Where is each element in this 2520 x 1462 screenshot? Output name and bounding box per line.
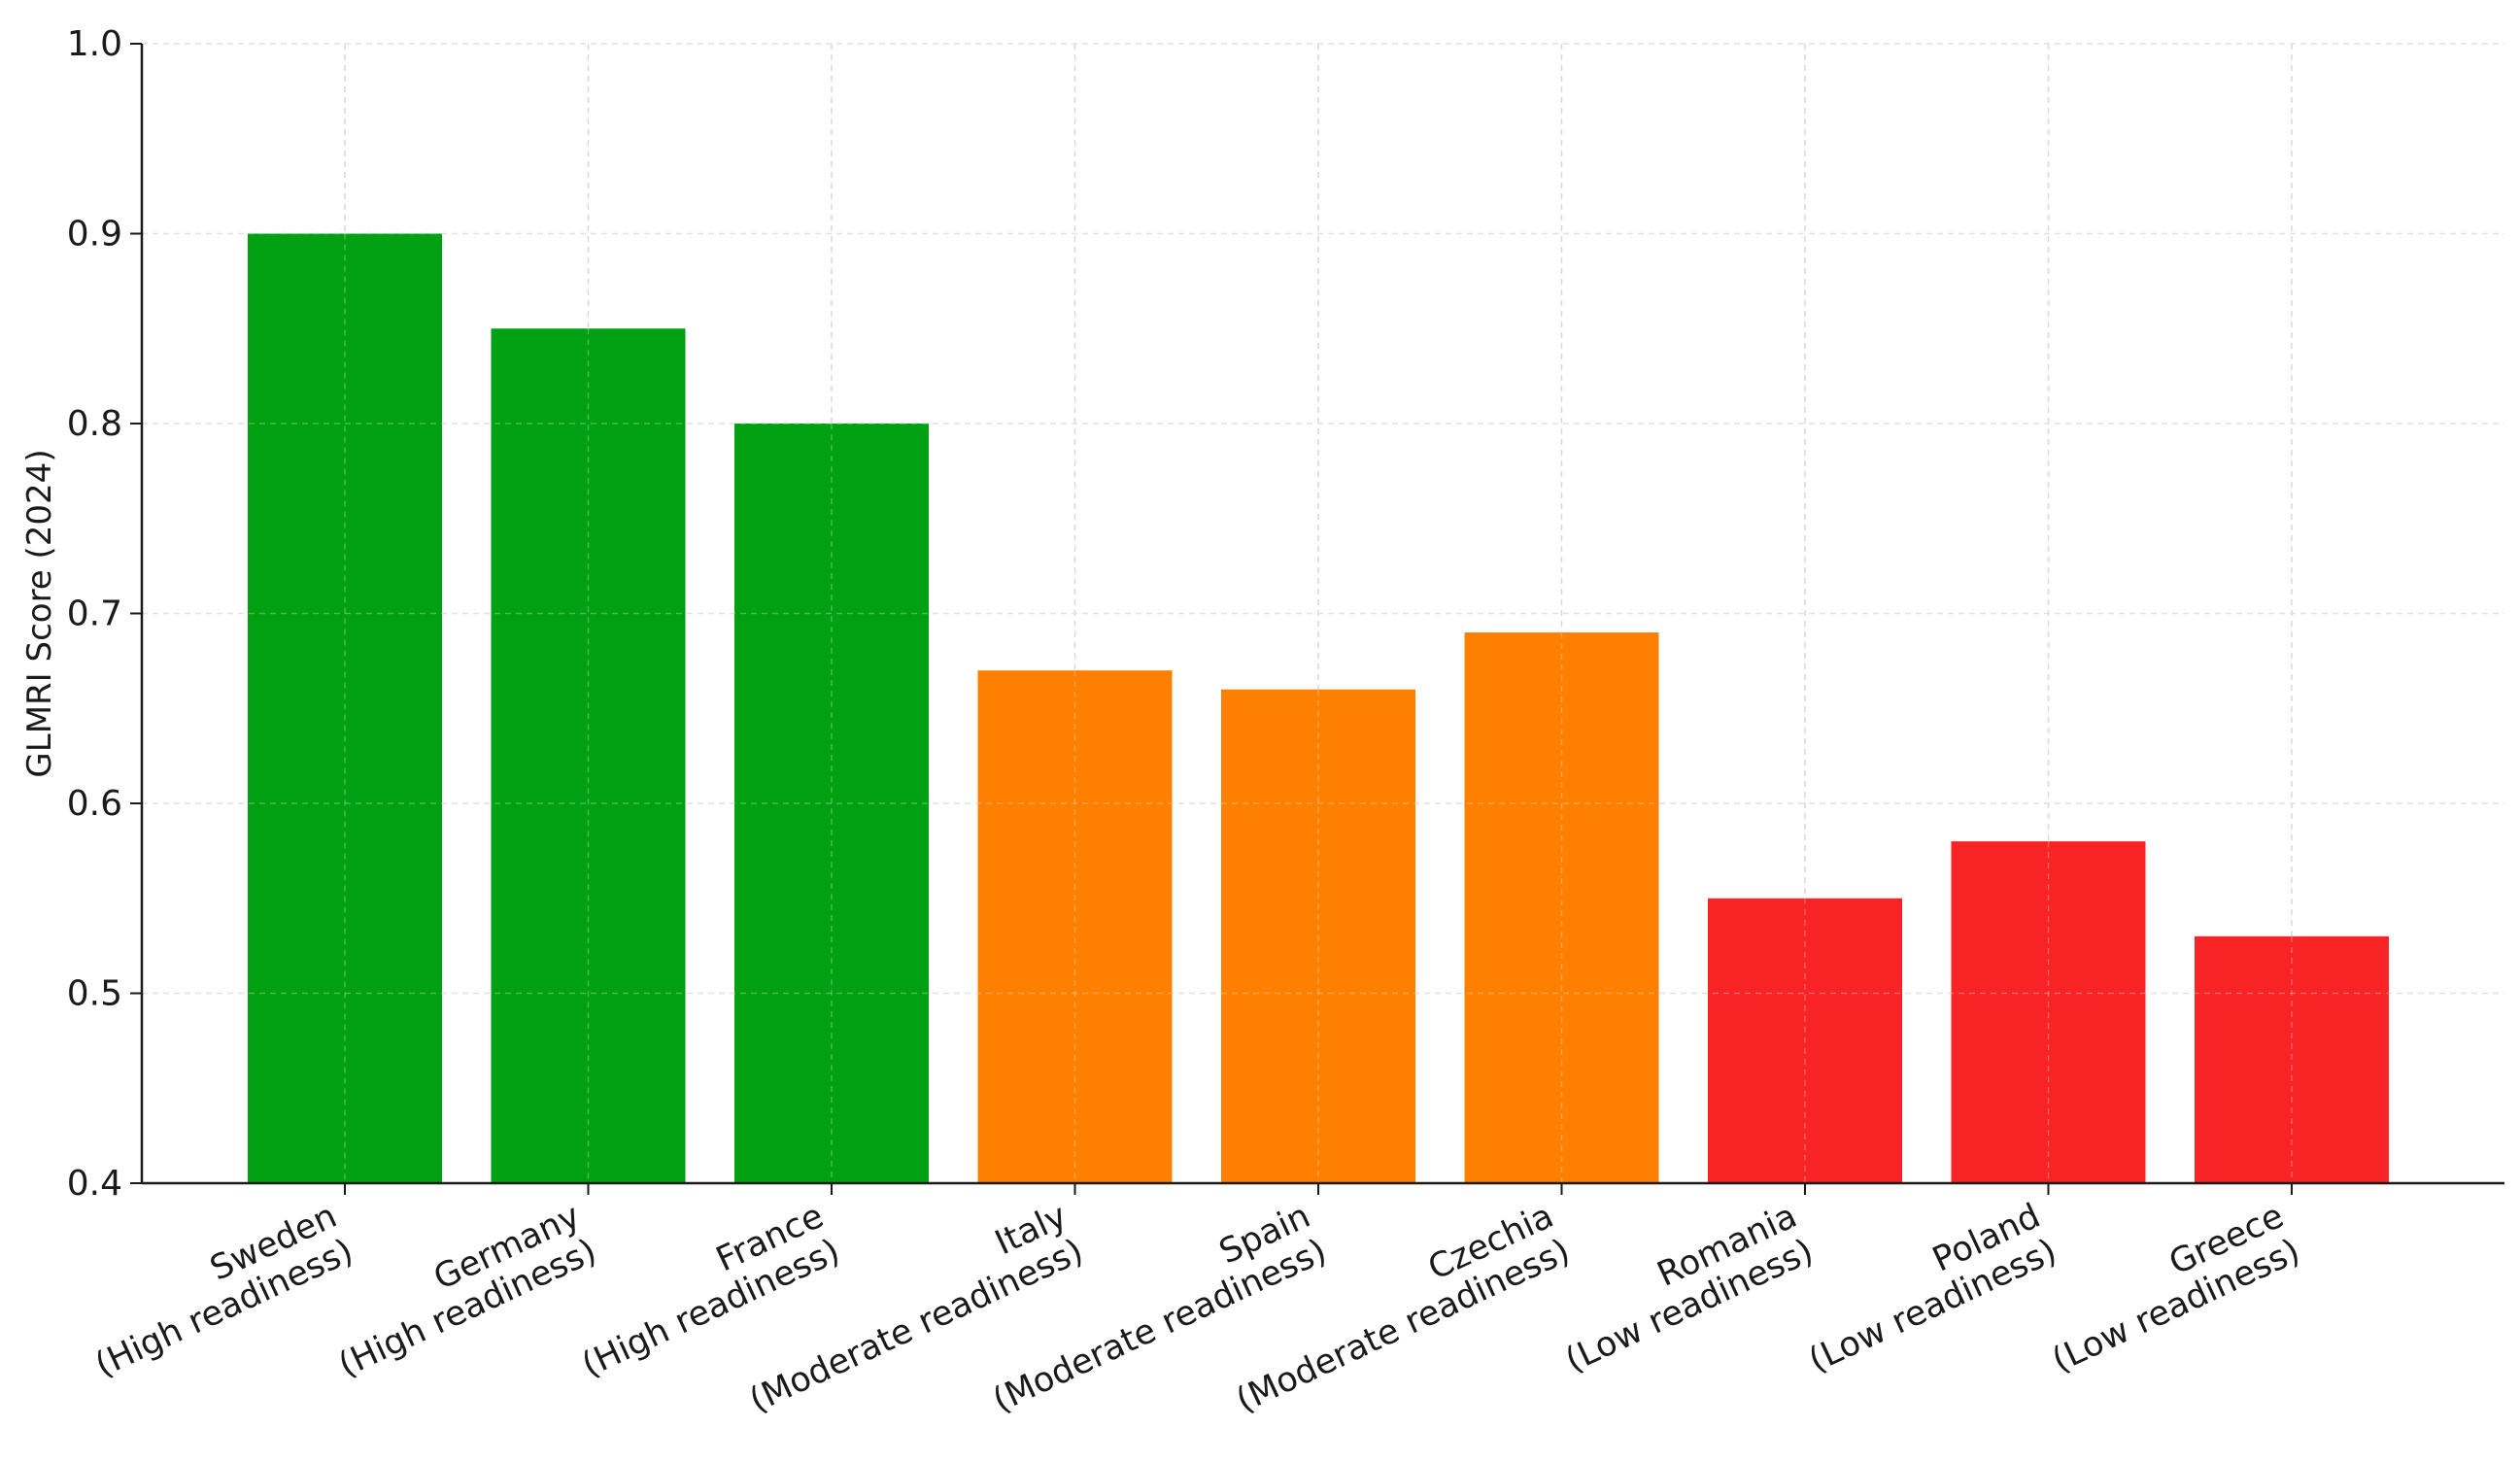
y-tick-label: 0.9 [67,215,122,255]
x-tick-label: Poland(Low readiness) [1787,1197,2062,1380]
x-tick-label: Germany(High readiness) [317,1197,602,1385]
bar-spain [1221,689,1415,1183]
y-tick-label: 0.7 [67,595,122,634]
y-axis-ticks: 0.4 0.5 0.6 0.7 0.8 0.9 1.0 [67,24,142,1204]
bar-italy [977,670,1173,1183]
x-axis-ticks: Sweden(High readiness) Germany(High readi… [73,1183,2306,1420]
bars [142,43,2504,1183]
y-tick-label: 0.5 [67,974,122,1014]
bar-romania [1708,898,1902,1183]
x-tick-label: Sweden(High readiness) [73,1197,358,1385]
y-tick-label: 0.6 [67,784,122,824]
x-tick-label: Greece(Low readiness) [2030,1197,2306,1380]
y-tick-label: 0.8 [67,404,122,444]
y-axis-title: GLMRI Score (2024) [20,449,59,777]
bar-germany [491,328,686,1183]
bar-france [734,424,929,1183]
y-tick-label: 0.4 [67,1164,122,1204]
bar-sweden [248,233,442,1183]
x-tick-label: Romania(Low readiness) [1544,1197,1820,1380]
bar-greece [2195,935,2389,1183]
bar-poland [1951,841,2146,1183]
bar-czechia [1464,632,1659,1183]
y-tick-label: 1.0 [67,24,122,64]
